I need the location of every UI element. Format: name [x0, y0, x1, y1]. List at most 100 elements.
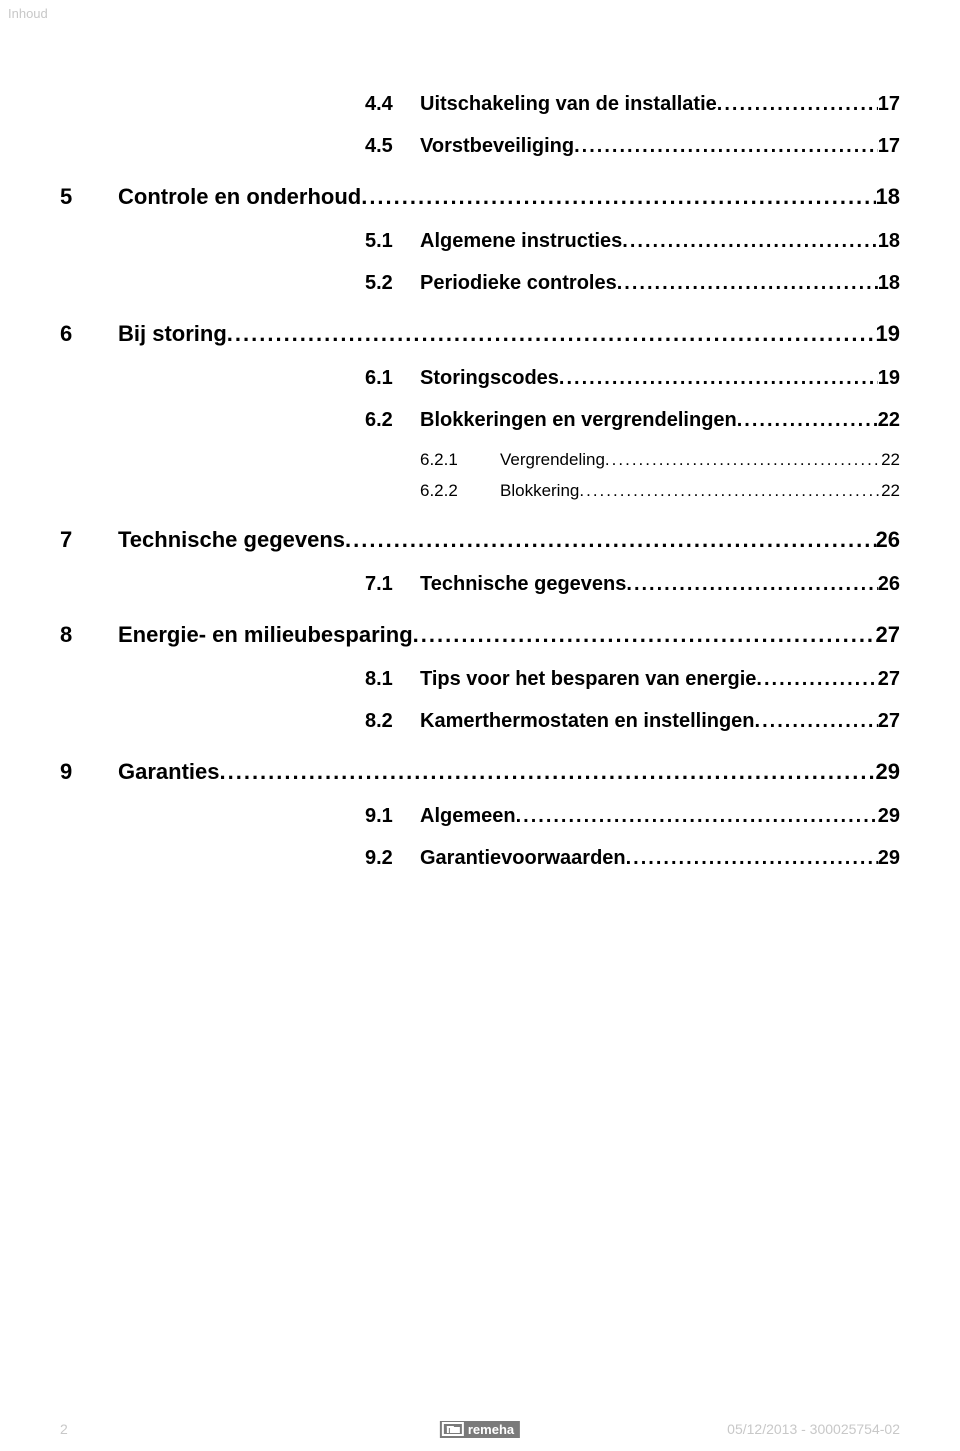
- toc-chapter-title: Garanties: [118, 757, 220, 788]
- toc-entry: 6.2.1Vergrendeling......................…: [60, 448, 900, 472]
- toc-entry: 7Technische gegevens....................…: [60, 525, 900, 556]
- toc-section-number: 5.2: [365, 269, 420, 297]
- toc-page-number: 22: [881, 479, 900, 503]
- toc-leader: ........................................…: [361, 182, 875, 213]
- toc-chapter-title: Technische gegevens: [118, 525, 345, 556]
- section-header-label: Inhoud: [8, 6, 48, 21]
- toc-page-number: 19: [878, 364, 900, 392]
- toc-section-title: Technische gegevens: [420, 570, 626, 598]
- toc-page-number: 29: [878, 802, 900, 830]
- toc-subsection-number: 6.2.2: [420, 479, 500, 503]
- toc-entry: 4.5Vorstbeveiliging.....................…: [60, 132, 900, 160]
- toc-leader: ........................................…: [579, 479, 881, 503]
- toc-entry: 6Bij storing............................…: [60, 319, 900, 350]
- toc-section-number: 6.2: [365, 406, 420, 434]
- toc-page-number: 18: [878, 269, 900, 297]
- toc-section-number: 9.1: [365, 802, 420, 830]
- brand-icon: [442, 1422, 464, 1436]
- toc-leader: ........................................…: [622, 227, 877, 255]
- toc-entry: 9.2Garantievoorwaarden..................…: [60, 844, 900, 872]
- toc-section-title: Storingscodes: [420, 364, 559, 392]
- toc-section-number: 6.1: [365, 364, 420, 392]
- page-footer: 2 remeha 05/12/2013 - 300025754-02: [0, 1421, 960, 1437]
- brand-logo: remeha: [440, 1421, 520, 1438]
- toc-leader: ........................................…: [559, 364, 878, 392]
- toc-chapter-title: Energie- en milieubesparing: [118, 620, 413, 651]
- toc-section-title: Periodieke controles: [420, 269, 617, 297]
- toc-section-title: Garantievoorwaarden: [420, 844, 626, 872]
- toc-section-title: Blokkeringen en vergrendelingen: [420, 406, 737, 434]
- toc-entry: 8.1Tips voor het besparen van energie...…: [60, 665, 900, 693]
- toc-page-number: 22: [881, 448, 900, 472]
- toc-section-number: 7.1: [365, 570, 420, 598]
- toc-leader: ........................................…: [717, 90, 878, 118]
- toc-leader: ........................................…: [626, 844, 878, 872]
- toc-page-number: 27: [878, 665, 900, 693]
- toc-section-number: 8.2: [365, 707, 420, 735]
- brand-text: remeha: [468, 1422, 514, 1437]
- toc-page-number: 29: [878, 844, 900, 872]
- toc-leader: ........................................…: [516, 802, 878, 830]
- toc-leader: ........................................…: [737, 406, 878, 434]
- toc-entry: 5Controle en onderhoud..................…: [60, 182, 900, 213]
- toc-page-number: 26: [876, 525, 900, 556]
- toc-entry: 9.1Algemeen.............................…: [60, 802, 900, 830]
- toc-section-number: 4.4: [365, 90, 420, 118]
- toc-page-number: 19: [876, 319, 900, 350]
- document-reference: 05/12/2013 - 300025754-02: [727, 1421, 900, 1437]
- toc-chapter-title: Controle en onderhoud: [118, 182, 361, 213]
- toc-entry: 5.1Algemene instructies.................…: [60, 227, 900, 255]
- toc-leader: ........................................…: [605, 448, 881, 472]
- toc-leader: ........................................…: [626, 570, 877, 598]
- toc-entry: 8.2Kamerthermostaten en instellingen....…: [60, 707, 900, 735]
- toc-subsection-title: Vergrendeling: [500, 448, 605, 472]
- toc-chapter-number: 9: [60, 757, 118, 788]
- toc-leader: ........................................…: [617, 269, 878, 297]
- toc-section-title: Algemene instructies: [420, 227, 622, 255]
- toc-subsection-number: 6.2.1: [420, 448, 500, 472]
- toc-chapter-number: 8: [60, 620, 118, 651]
- toc-leader: ........................................…: [755, 707, 878, 735]
- toc-entry: 6.1Storingscodes........................…: [60, 364, 900, 392]
- toc-section-title: Uitschakeling van de installatie: [420, 90, 717, 118]
- toc-page-number: 26: [878, 570, 900, 598]
- toc-page-number: 27: [878, 707, 900, 735]
- toc-subsection-title: Blokkering: [500, 479, 579, 503]
- toc-leader: ........................................…: [756, 665, 877, 693]
- toc-leader: ........................................…: [227, 319, 876, 350]
- toc-page-number: 22: [878, 406, 900, 434]
- toc-page-number: 18: [878, 227, 900, 255]
- toc-entry: 4.4Uitschakeling van de installatie.....…: [60, 90, 900, 118]
- toc-chapter-number: 7: [60, 525, 118, 556]
- toc-entry: 7.1Technische gegevens..................…: [60, 570, 900, 598]
- toc-page-number: 17: [878, 132, 900, 160]
- toc-chapter-title: Bij storing: [118, 319, 227, 350]
- toc-page-number: 29: [876, 757, 900, 788]
- toc-section-title: Vorstbeveiliging: [420, 132, 574, 160]
- toc-section-number: 8.1: [365, 665, 420, 693]
- toc-page-number: 27: [876, 620, 900, 651]
- toc-section-title: Tips voor het besparen van energie: [420, 665, 756, 693]
- toc-section-title: Algemeen: [420, 802, 516, 830]
- toc-entry: 5.2Periodieke controles.................…: [60, 269, 900, 297]
- toc-section-title: Kamerthermostaten en instellingen: [420, 707, 755, 735]
- toc-leader: ........................................…: [574, 132, 878, 160]
- toc-section-number: 5.1: [365, 227, 420, 255]
- table-of-contents: 4.4Uitschakeling van de installatie.....…: [60, 90, 900, 872]
- toc-leader: ........................................…: [345, 525, 876, 556]
- toc-entry: 6.2Blokkeringen en vergrendelingen......…: [60, 406, 900, 434]
- page-number: 2: [60, 1421, 68, 1437]
- toc-section-number: 4.5: [365, 132, 420, 160]
- toc-chapter-number: 5: [60, 182, 118, 213]
- toc-entry: 6.2.2Blokkering.........................…: [60, 479, 900, 503]
- toc-section-number: 9.2: [365, 844, 420, 872]
- toc-chapter-number: 6: [60, 319, 118, 350]
- toc-entry: 8Energie- en milieubesparing............…: [60, 620, 900, 651]
- toc-leader: ........................................…: [220, 757, 876, 788]
- toc-entry: 9Garanties..............................…: [60, 757, 900, 788]
- brand-mark: remeha: [440, 1421, 520, 1438]
- document-page: Inhoud 4.4Uitschakeling van de installat…: [0, 0, 960, 1451]
- toc-leader: ........................................…: [413, 620, 876, 651]
- toc-page-number: 17: [878, 90, 900, 118]
- toc-page-number: 18: [876, 182, 900, 213]
